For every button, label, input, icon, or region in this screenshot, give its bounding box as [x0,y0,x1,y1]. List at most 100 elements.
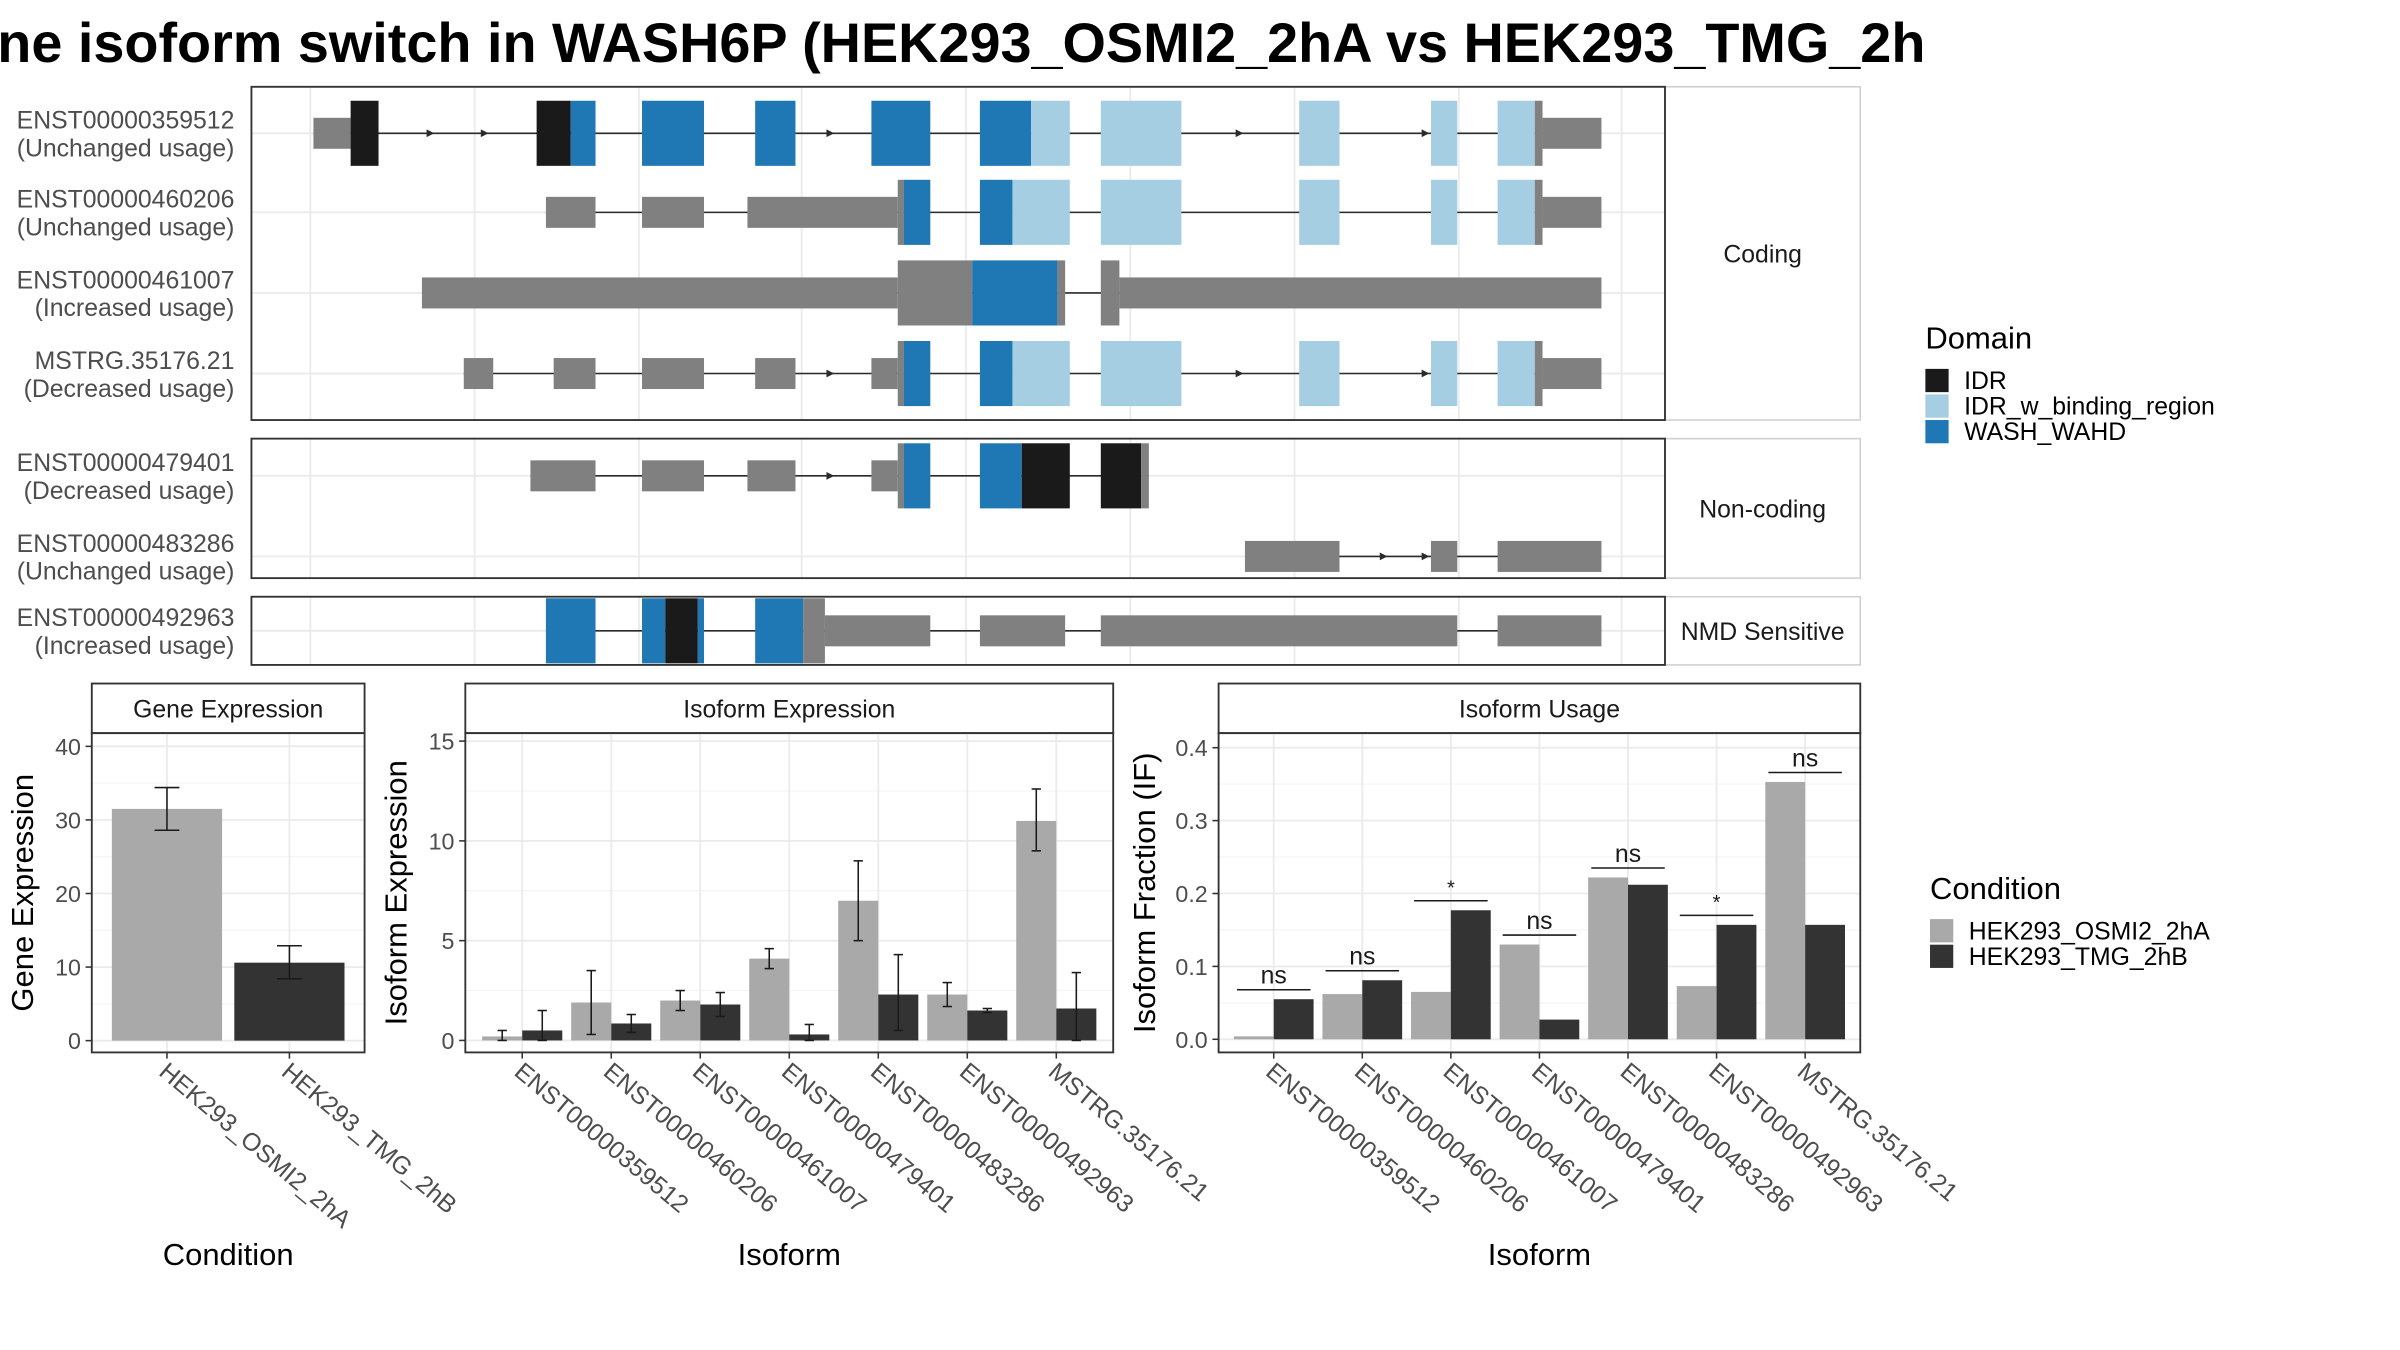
exon-gene [1430,540,1458,572]
intron-arrow [826,471,835,480]
bar [1016,820,1057,1041]
facet-strip [1664,86,1862,421]
intron-arrow [1235,369,1244,378]
legend-label: HEK293_OSMI2_2hA [1969,918,2211,945]
intron-arrow [826,129,835,138]
legend-swatch [1925,394,1949,418]
bar [1539,1019,1580,1040]
significance-label: ns [1792,745,1818,772]
transcript-usage-label: (Unchanged usage) [17,215,235,242]
significance-label: ns [1349,944,1375,971]
transcript-ENST00000461007: ENST00000461007(Increased usage) [17,260,1602,326]
exon-idr-w-binding-region [1100,100,1182,166]
x-tick-label: MSTRG.35176.21 [1043,1058,1213,1207]
structure-panel-2: Non-coding ENST00000479401(Decreased usag… [17,437,1862,586]
x-axis-title: Condition [163,1237,294,1272]
exon-gene [530,460,596,492]
legend-label: IDR_w_binding_region [1964,394,2215,421]
exon-wash-wahd [903,179,931,245]
exon-gene [642,196,705,228]
bar [1676,986,1717,1040]
transcript-ENST00000483286: ENST00000483286(Unchanged usage) [17,531,1602,586]
y-tick-label: 10 [55,955,81,981]
y-axis-title: Isoform Fraction (IF) [1127,752,1162,1033]
exon-gene [1542,358,1602,390]
exon-gene [824,615,931,647]
exon-wash-wahd [642,598,666,664]
exon-gene [1057,260,1066,326]
intron-arrow [1235,129,1244,138]
panel-border [250,437,1666,580]
transcript-ENST00000479401: ENST00000479401(Decreased usage) [17,443,1149,509]
legend-swatch [1930,919,1954,943]
transcript-ENST00000359512: ENST00000359512(Unchanged usage) [17,100,1602,166]
panel-border [250,595,1666,666]
exon-gene [313,117,351,149]
facet-strip-label: Coding [1723,242,1802,269]
intron-arrow [480,129,489,138]
y-tick-label: 10 [429,828,455,854]
chart-title: Gene Expression [133,697,323,724]
exon-gene [897,443,904,509]
x-tick-label: MSTRG.35176.21 [1792,1058,1962,1207]
y-tick-label: 0.1 [1175,954,1207,980]
panel-background [251,438,1665,579]
exon-idr-w-binding-region [1100,179,1182,245]
transcript-usage-label: (Unchanged usage) [17,136,235,163]
legend-label: WASH_WAHD [1964,419,2126,446]
exon-gene [1534,179,1543,245]
transcript-usage-label: (Unchanged usage) [17,559,235,586]
bar [1628,884,1668,1040]
transcript-id-label: ENST00000461007 [17,267,235,294]
facet-strip [1664,437,1862,579]
legend-title: Domain [1925,321,2032,356]
exon-wash-wahd [570,100,596,166]
exon-gene [642,460,705,492]
y-tick-label: 20 [55,881,81,907]
exon-wash-wahd [871,100,931,166]
legend-swatch [1925,420,1949,444]
bar [1805,924,1845,1040]
transcript-id-label: ENST00000460206 [17,187,235,214]
facet-strip-label: NMD Sensitive [1681,619,1845,646]
transcript-ENST00000492963: ENST00000492963(Increased usage) [17,598,1602,664]
exon-gene [1244,540,1340,572]
y-tick-label: 0 [68,1028,81,1054]
y-tick-label: 0 [442,1028,455,1054]
legend-title: Condition [1930,871,2061,906]
exon-gene [1497,615,1602,647]
legend-label: HEK293_TMG_2hB [1969,944,2188,971]
exon-wash-wahd [545,598,596,664]
bar [1716,924,1757,1040]
exon-gene [1100,615,1458,647]
intron-arrow [826,369,835,378]
bar [1273,999,1314,1040]
y-tick-label: 15 [429,729,455,755]
exon-gene [1534,100,1543,166]
exon-gene [871,358,898,390]
exon-gene [1119,277,1602,309]
significance-label: * [1447,878,1455,900]
intron-arrow [1379,552,1388,561]
significance-label: ns [1615,841,1641,868]
exon-wash-wahd [903,443,931,509]
exon-gene [1542,196,1602,228]
significance-label: ns [1526,908,1552,935]
legend-label: IDR [1964,368,2007,395]
transcript-id-label: ENST00000492963 [17,605,235,632]
exon-idr-w-binding-region [1497,100,1535,166]
exon-gene [553,358,596,390]
transcript-usage-label: (Decreased usage) [24,376,235,403]
transcript-structure-plot: Coding ENST00000359512(Unchanged usage) EN… [17,85,1862,666]
exon-idr-w-binding-region [1012,179,1070,245]
figure-title: ne isoform switch in WASH6P (HEK293_OSMI… [0,11,1925,74]
plot-border [90,732,366,1054]
transcript-id-label: ENST00000483286 [17,531,235,558]
y-axis-title: Isoform Expression [378,760,413,1025]
transcript-MSTRG.35176.21: MSTRG.35176.21(Decreased usage) [24,340,1602,407]
transcript-usage-label: (Increased usage) [35,295,235,322]
exon-wash-wahd [979,100,1032,166]
transcript-usage-label: (Decreased usage) [24,478,235,505]
